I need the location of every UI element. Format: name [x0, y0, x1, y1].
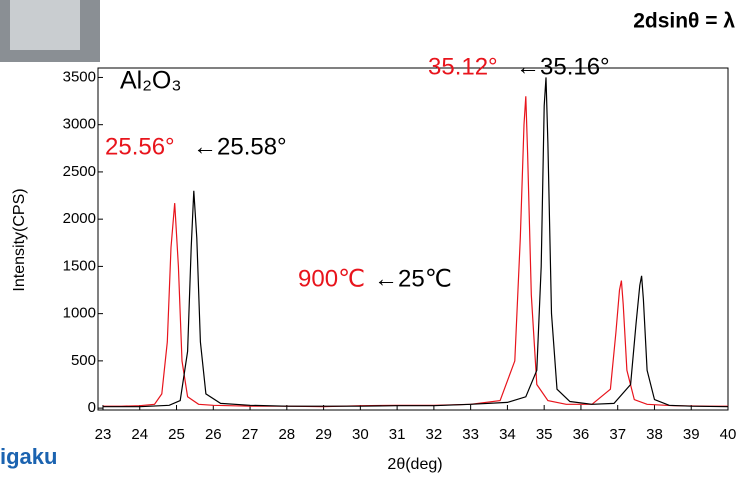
x-tick-label: 39 — [683, 426, 700, 443]
y-tick-label: 1000 — [63, 305, 96, 322]
x-tick-label: 32 — [426, 426, 443, 443]
annotation: ←25℃ — [374, 265, 452, 292]
annotation: ←25.58° — [193, 133, 287, 160]
x-tick-label: 40 — [720, 426, 737, 443]
chart-title: 2dsinθ = λ — [633, 10, 735, 33]
photo-detail — [10, 0, 80, 50]
x-axis-label: 2θ(deg) — [387, 456, 442, 473]
annotation: ←35.16° — [516, 53, 610, 80]
x-tick-label: 38 — [646, 426, 663, 443]
series-line — [103, 96, 728, 408]
plot-frame — [97, 67, 729, 411]
x-tick-label: 25 — [168, 426, 185, 443]
y-tick-label: 2000 — [63, 210, 96, 227]
annotation: 900℃ — [298, 265, 365, 292]
annotation: 25.56° — [105, 133, 175, 160]
x-tick-label: 29 — [315, 426, 332, 443]
annotation: 35.12° — [428, 53, 498, 80]
y-tick-label: 2500 — [63, 163, 96, 180]
x-tick-label: 33 — [462, 426, 479, 443]
y-tick-label: 3500 — [63, 68, 96, 85]
x-tick-label: 28 — [278, 426, 295, 443]
x-tick-label: 27 — [242, 426, 259, 443]
x-tick-label: 35 — [536, 426, 553, 443]
x-tick-label: 34 — [499, 426, 516, 443]
x-tick-label: 23 — [95, 426, 112, 443]
x-tick-label: 24 — [131, 426, 148, 443]
y-axis-label: Intensity(CPS) — [11, 188, 28, 291]
y-tick-label: 500 — [71, 352, 96, 369]
x-tick-label: 31 — [389, 426, 406, 443]
x-tick-label: 36 — [573, 426, 590, 443]
logo: igaku — [0, 444, 57, 469]
series-line — [103, 77, 729, 408]
x-tick-label: 30 — [352, 426, 369, 443]
x-tick-label: 37 — [609, 426, 626, 443]
y-tick-label: 1500 — [63, 257, 96, 274]
inset-label: Al₂O₃ — [120, 67, 182, 95]
y-tick-label: 3000 — [63, 116, 96, 133]
x-tick-label: 26 — [205, 426, 222, 443]
y-tick-label: 0 — [88, 399, 96, 416]
